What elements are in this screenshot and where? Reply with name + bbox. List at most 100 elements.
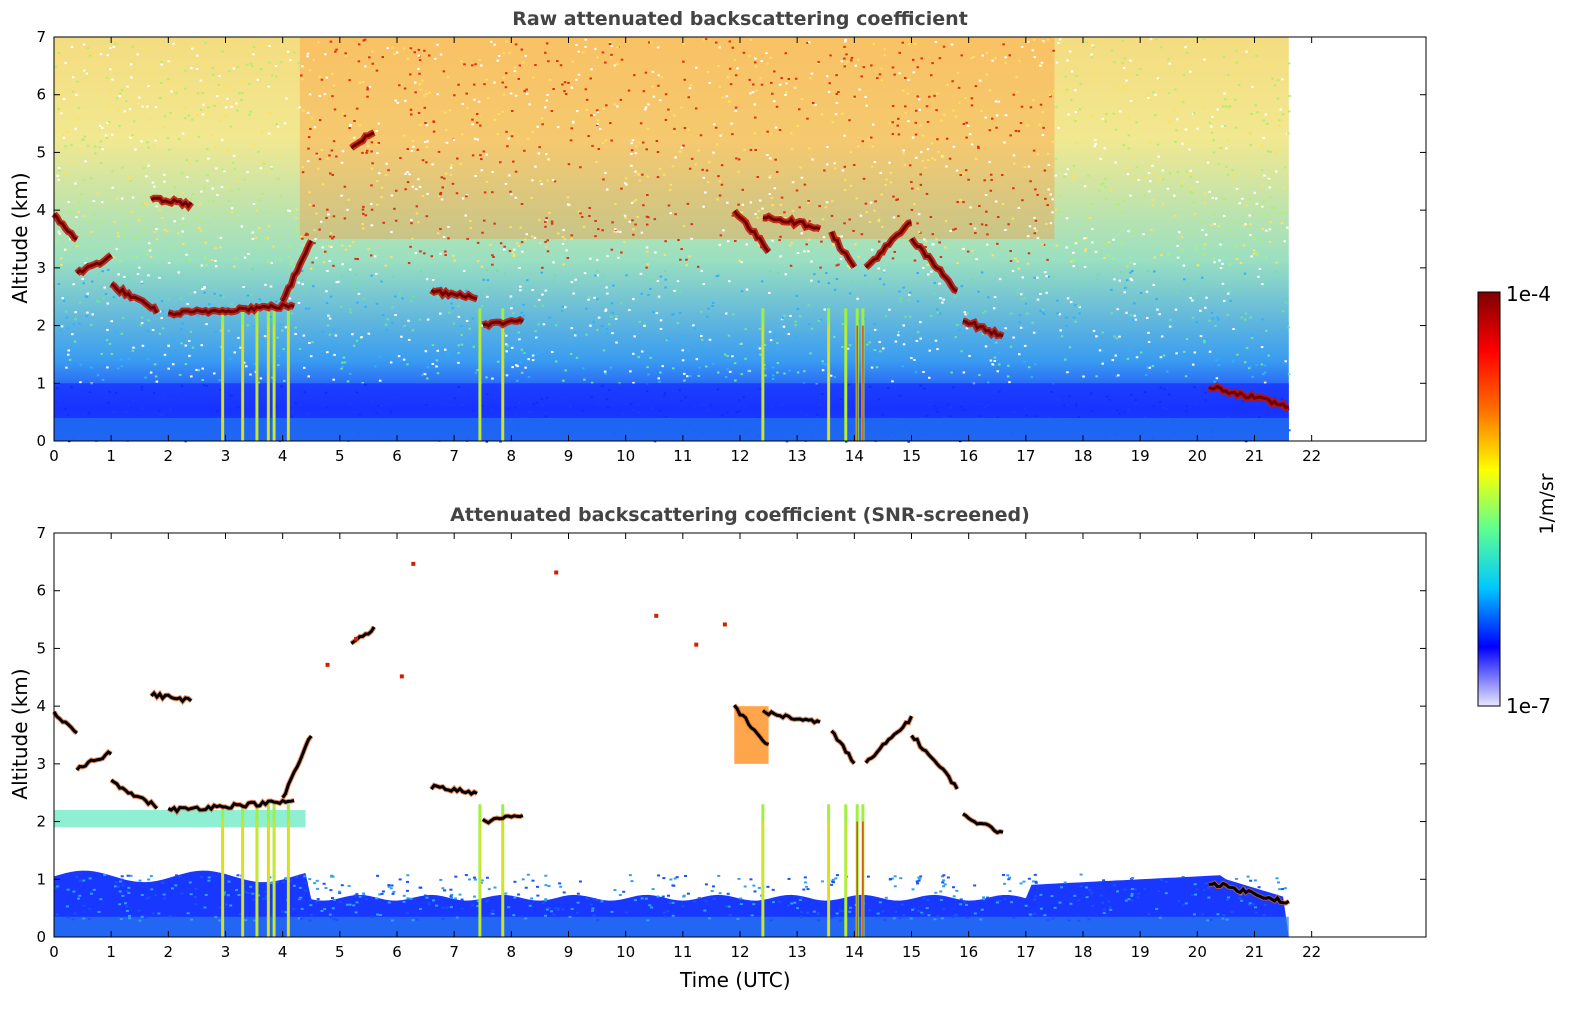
top-noise-pixel	[95, 227, 99, 230]
top-noise-pixel	[1152, 283, 1155, 286]
top-noise-pixel	[793, 86, 796, 89]
top-noise-pixel	[1145, 290, 1149, 293]
top-noise-pixel	[1247, 228, 1250, 231]
top-noise-pixel	[1189, 296, 1192, 299]
top-noise-pixel	[807, 200, 810, 203]
top-noise-pixel	[90, 366, 93, 369]
top-noise-pixel	[998, 278, 1002, 281]
bottom-signal-pixel	[1010, 901, 1014, 904]
top-noise-pixel	[609, 366, 613, 369]
bottom-signal-pixel	[1225, 898, 1229, 901]
bottom-signal-pixel	[1247, 903, 1251, 906]
top-noise-pixel	[604, 139, 608, 142]
top-noise-pixel	[1100, 183, 1103, 186]
top-noise-pixel	[1039, 103, 1043, 106]
top-noise-pixel	[121, 316, 125, 319]
top-noise-pixel	[700, 335, 703, 338]
top-noise-pixel	[863, 274, 867, 277]
top-noise-pixel	[447, 237, 450, 240]
top-noise-pixel	[994, 200, 998, 203]
top-noise-pixel	[248, 113, 251, 116]
top-noise-pixel	[1004, 327, 1007, 330]
bottom-signal-pixel	[769, 919, 773, 922]
top-noise-pixel	[328, 154, 331, 157]
top-noise-pixel	[325, 290, 328, 293]
top-noise-pixel	[737, 170, 740, 173]
top-noise-pixel	[1223, 214, 1226, 217]
top-noise-pixel	[935, 238, 938, 241]
bottom-signal-pixel	[282, 910, 286, 913]
top-noise-pixel	[86, 144, 90, 147]
top-noise-pixel	[1041, 110, 1044, 113]
top-cloud-layer-core	[430, 288, 478, 301]
top-noise-pixel	[492, 255, 495, 258]
top-noise-pixel	[1204, 306, 1207, 309]
bottom-signal-pixel	[787, 877, 791, 880]
top-noise-pixel	[1224, 105, 1228, 108]
bottom-signal-pixel	[1130, 892, 1134, 895]
top-noise-pixel	[835, 74, 838, 77]
top-noise-pixel	[913, 358, 916, 361]
bottom-signal-pixel	[264, 895, 268, 898]
top-noise-pixel	[116, 232, 120, 235]
top-noise-pixel	[1094, 71, 1097, 74]
top-noise-pixel	[800, 232, 804, 235]
top-noise-pixel	[803, 250, 806, 253]
bottom-signal-pixel	[66, 888, 70, 891]
top-noise-pixel	[993, 359, 997, 362]
top-noise-pixel	[1014, 257, 1017, 260]
colorbar-max-label: 1e-4	[1506, 282, 1551, 306]
top-noise-pixel	[841, 112, 844, 115]
top-noise-pixel	[1168, 325, 1172, 328]
top-noise-pixel	[465, 289, 468, 292]
top-noise-pixel	[897, 215, 900, 218]
bottom-signal-pixel	[669, 878, 673, 881]
top-noise-pixel	[760, 60, 763, 63]
top-noise-pixel	[1173, 108, 1177, 111]
top-noise-pixel	[233, 167, 237, 170]
top-noise-pixel	[878, 341, 881, 344]
top-x-tick-label: 6	[392, 447, 402, 465]
top-noise-pixel	[110, 133, 114, 136]
top-noise-pixel	[127, 276, 130, 279]
top-noise-pixel	[647, 41, 651, 44]
top-noise-pixel	[1082, 281, 1085, 284]
top-noise-pixel	[337, 280, 340, 283]
top-noise-pixel	[1247, 367, 1251, 370]
bottom-signal-pixel	[460, 907, 464, 910]
top-noise-pixel	[594, 235, 597, 238]
top-noise-pixel	[922, 370, 925, 373]
top-noise-pixel	[698, 366, 701, 369]
top-noise-pixel	[294, 326, 297, 329]
bottom-signal-pixel	[92, 888, 96, 891]
top-noise-pixel	[870, 248, 874, 251]
bottom-cloud-layer-core	[910, 734, 959, 790]
top-noise-pixel	[154, 375, 158, 378]
top-noise-pixel	[1065, 246, 1068, 249]
top-noise-pixel	[650, 41, 653, 44]
top-noise-pixel	[60, 325, 64, 328]
top-noise-pixel	[633, 74, 636, 77]
top-noise-pixel	[1231, 42, 1234, 45]
top-noise-pixel	[141, 344, 145, 347]
top-noise-pixel	[638, 320, 642, 323]
top-noise-pixel	[306, 55, 309, 58]
top-noise-pixel	[375, 272, 378, 275]
top-noise-pixel	[991, 254, 995, 257]
top-noise-pixel	[1160, 254, 1163, 257]
top-cloud-layer-core	[75, 253, 113, 275]
bottom-signal-pixel	[883, 919, 887, 922]
top-noise-pixel	[188, 161, 191, 164]
top-noise-pixel	[1261, 350, 1265, 353]
top-noise-pixel	[977, 290, 980, 293]
top-noise-pixel	[1168, 120, 1172, 123]
top-noise-pixel	[1066, 168, 1070, 171]
top-noise-pixel	[223, 170, 226, 173]
top-cloud-layer-core	[830, 231, 856, 268]
top-noise-pixel	[1245, 347, 1249, 350]
top-noise-pixel	[609, 122, 612, 125]
top-noise-pixel	[1129, 277, 1133, 280]
top-noise-pixel	[873, 209, 876, 212]
top-noise-pixel	[130, 211, 133, 214]
bottom-signal-pixel	[340, 884, 344, 887]
